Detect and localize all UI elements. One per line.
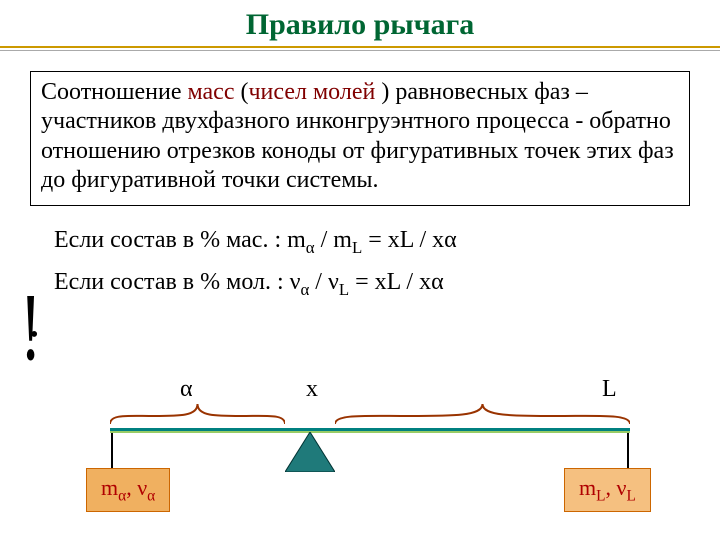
sub-alpha-2: α xyxy=(301,280,310,299)
formula-mass: Если состав в % мас. : mα / mL = xL / xα xyxy=(54,220,720,262)
title-underline-thick xyxy=(0,46,720,48)
mass-left-nu: ν xyxy=(137,475,147,500)
formula-mass-mid: / m xyxy=(315,227,352,253)
def-emph-mol: чисел молей xyxy=(248,79,381,105)
mass-left-comma: , xyxy=(126,475,137,500)
sub-alpha-1: α xyxy=(306,238,315,257)
sub-l-2: L xyxy=(339,280,349,299)
page-title: Правило рычага xyxy=(0,8,720,42)
formula-mass-post: = xL / xα xyxy=(362,227,457,253)
mass-box-alpha: mα, να xyxy=(86,468,170,512)
mass-right-sub1: L xyxy=(596,487,605,504)
formula-mol-post: = xL / xα xyxy=(349,269,444,295)
formula-mol-mid: / ν xyxy=(309,269,339,295)
lever-bar xyxy=(110,428,630,433)
formula-mol: Если состав в % мол. : να / νL = xL / xα xyxy=(54,262,720,304)
brace-left-icon xyxy=(110,404,285,428)
formula-mol-pre: Если состав в % мол. : ν xyxy=(54,269,301,295)
mass-right-sub2: L xyxy=(626,487,635,504)
label-x: x xyxy=(306,376,318,403)
sub-l-1: L xyxy=(352,238,362,257)
mass-right-nu: ν xyxy=(617,475,627,500)
label-l: L xyxy=(602,376,617,403)
brace-right-icon xyxy=(335,404,630,428)
label-alpha: α xyxy=(180,376,193,403)
def-mid1: ( xyxy=(234,79,248,105)
hang-line-left xyxy=(111,433,113,469)
bullet-icon: • xyxy=(30,322,38,349)
fulcrum-icon xyxy=(285,432,335,472)
mass-right-comma: , xyxy=(606,475,617,500)
mass-right-m: m xyxy=(579,475,596,500)
definition-box: Соотношение масс (чисел молей ) равновес… xyxy=(30,71,690,206)
mass-left-m: m xyxy=(101,475,118,500)
title-region: Правило рычага xyxy=(0,0,720,57)
mass-left-sub2: α xyxy=(147,487,155,504)
title-underline-thin xyxy=(0,50,720,51)
lever-diagram: α x L mα, να mL, νL xyxy=(110,376,630,526)
hang-line-right xyxy=(627,433,629,469)
def-pre: Соотношение xyxy=(41,79,188,105)
formula-mass-pre: Если состав в % мас. : m xyxy=(54,227,306,253)
formula-block: Если состав в % мас. : mα / mL = xL / xα… xyxy=(54,220,720,305)
mass-left-sub1: α xyxy=(118,487,126,504)
def-emph-mass: масс xyxy=(188,79,235,105)
mass-box-l: mL, νL xyxy=(564,468,651,512)
